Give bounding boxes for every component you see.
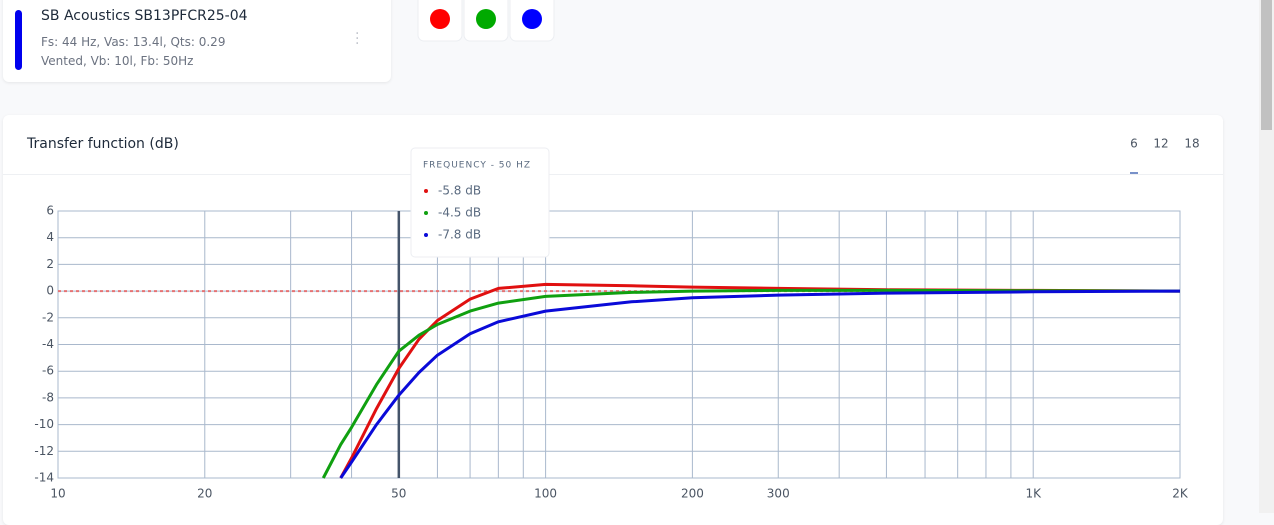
separator	[3, 174, 1223, 175]
color-bar	[15, 10, 22, 70]
y-tick-label: 0	[46, 284, 54, 298]
y-tick-label: 2	[46, 257, 54, 271]
tooltip-box	[410, 147, 550, 258]
x-tick-label: 300	[767, 487, 790, 501]
y-tick-label: -2	[42, 310, 54, 324]
series-line	[321, 288, 1181, 479]
driver-params: Fs: 44 Hz, Vas: 13.4l, Qts: 0.29	[41, 35, 226, 49]
menu-dots[interactable]: · · ·	[355, 26, 360, 52]
tooltip-value: -4.5 dB	[438, 206, 481, 220]
y-tick-label: -14	[34, 471, 54, 485]
driver-title: SB Acoustics SB13PFCR25-04	[41, 8, 248, 24]
driver-box: Vented, Vb: 10l, Fb: 50Hz	[41, 54, 194, 68]
scroll-thumb[interactable]	[1261, 0, 1272, 130]
y-tick-label: 4	[46, 230, 54, 244]
y-tick-label: -10	[34, 417, 54, 431]
x-tick-label: 10	[50, 487, 65, 501]
y-tick-label: 6	[46, 204, 54, 218]
x-tick-label: 1K	[1025, 487, 1042, 501]
tab[interactable]: 18	[1184, 137, 1199, 151]
y-tick-label: -4	[42, 337, 54, 351]
x-tick-label: 200	[681, 487, 704, 501]
color-dot	[522, 9, 542, 29]
x-tick-label: 20	[197, 487, 212, 501]
y-tick-label: -12	[34, 444, 54, 458]
x-tick-label: 50	[391, 487, 406, 501]
tooltip-value: -5.8 dB	[438, 184, 481, 198]
color-dot	[430, 9, 450, 29]
tooltip-dot	[424, 189, 428, 193]
tooltip-dot	[424, 233, 428, 237]
tab[interactable]: 12	[1153, 137, 1168, 151]
tooltip: FREQUENCY - 50 HZ -5.8 dB -4.5 dB -7.8 dB	[410, 147, 550, 258]
series-line	[339, 289, 1181, 479]
scrollbar[interactable]	[1259, 0, 1274, 513]
y-tick-label: -6	[42, 364, 54, 378]
page: {"card": {"title": "SB Acoustics SB13PFC…	[3, 0, 1274, 513]
tab[interactable]: 6	[1130, 137, 1138, 151]
color-dot	[476, 9, 496, 29]
tooltip-dot	[424, 211, 428, 215]
chart: Transfer function (dB) 6 12 186420-2-4-6-8…	[26, 0, 1200, 501]
x-tick-label: 2K	[1172, 487, 1189, 501]
tooltip-title: FREQUENCY - 50 HZ	[423, 161, 531, 171]
driver-card[interactable]: SB Acoustics SB13PFCR25-04 Fs: 44 Hz, Va…	[3, 0, 391, 82]
tooltip-value: -7.8 dB	[438, 228, 481, 242]
x-tick-label: 100	[534, 487, 557, 501]
y-tick-label: -8	[42, 390, 54, 404]
chart-title: Transfer function (dB)	[26, 136, 179, 152]
